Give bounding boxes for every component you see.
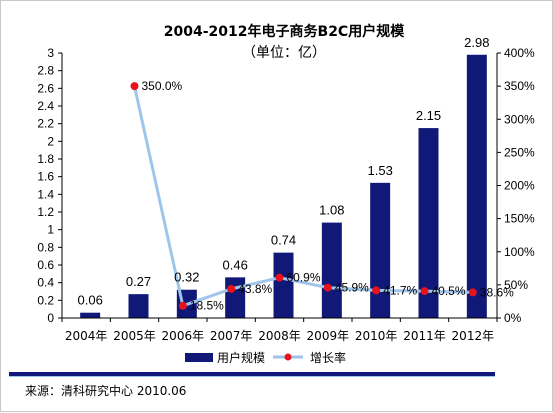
growth-rate-point xyxy=(420,287,429,296)
bar-value-label: 0.27 xyxy=(126,274,151,289)
source-note: 来源：清科研究中心 2010.06 xyxy=(25,383,186,398)
bar xyxy=(80,312,101,318)
y-right-tick-label: 150% xyxy=(504,212,535,226)
y-right-tick-label: 50% xyxy=(504,278,528,292)
growth-rate-label: 43.8% xyxy=(238,282,272,296)
x-tick-label: 2008年 xyxy=(258,329,301,343)
legend-line-label: 增长率 xyxy=(310,350,346,365)
y-left-tick-label: 0.6 xyxy=(37,258,54,272)
x-tick-label: 2004年 xyxy=(65,329,108,343)
y-left-tick-label: 1.6 xyxy=(37,170,54,184)
growth-rate-line xyxy=(133,85,473,308)
y-right-tick-label: 400% xyxy=(504,46,535,60)
x-tick-label: 2011年 xyxy=(403,329,446,343)
legend: 用户规模 增长率 xyxy=(185,350,346,365)
y-right-tick-label: 0% xyxy=(504,311,522,325)
y-left-tick-label: 0.2 xyxy=(37,293,54,307)
growth-rate-label: 60.9% xyxy=(287,271,321,285)
bar-value-label: 0.74 xyxy=(271,233,296,248)
x-tick-label: 2009年 xyxy=(307,329,350,343)
growth-rate-label: 40.5% xyxy=(432,284,466,298)
footer-divider-light xyxy=(9,376,495,377)
y-right-tick-label: 300% xyxy=(504,112,535,126)
growth-rate-point xyxy=(372,286,381,295)
growth-rate-label: 18.5% xyxy=(190,299,224,313)
bar-value-label: 0.06 xyxy=(78,293,103,308)
bar-value-label: 2.98 xyxy=(464,35,489,50)
bar xyxy=(273,252,294,318)
bar-value-label: 2.15 xyxy=(416,108,441,123)
y-left-tick-label: 2.2 xyxy=(37,117,54,131)
y-left-tick-label: 0 xyxy=(47,311,54,325)
y-left-tick-label: 2.6 xyxy=(37,81,54,95)
chart-title: 2004-2012年电子商务B2C用户规模 xyxy=(164,23,405,40)
footer-divider xyxy=(9,372,495,376)
x-tick-label: 2010年 xyxy=(355,329,398,343)
bar xyxy=(466,54,487,319)
bar-value-label: 1.08 xyxy=(319,203,344,218)
y-left-tick-label: 2 xyxy=(47,134,54,148)
y-left-tick-label: 1.8 xyxy=(37,152,54,166)
bar xyxy=(128,294,149,318)
y-left-tick-label: 2.8 xyxy=(37,64,54,78)
growth-rate-point xyxy=(468,288,477,297)
y-right-tick-label: 350% xyxy=(504,79,535,93)
y-right-tick-label: 200% xyxy=(504,179,535,193)
growth-rate-point xyxy=(130,82,139,91)
bar-value-label: 0.32 xyxy=(174,270,199,285)
x-tick-label: 2012年 xyxy=(452,329,495,343)
bar xyxy=(418,128,439,318)
y-left-tick-label: 0.4 xyxy=(37,276,54,290)
y-left-tick-label: 1 xyxy=(47,223,54,237)
legend-bar-label: 用户规模 xyxy=(217,350,265,365)
growth-rate-point xyxy=(275,273,284,282)
y-left-tick-label: 1.2 xyxy=(37,205,54,219)
x-tick-label: 2007年 xyxy=(210,329,253,343)
growth-rate-label: 41.7% xyxy=(383,283,417,297)
x-tick-label: 2005年 xyxy=(113,329,156,343)
bar xyxy=(370,182,391,318)
y-left-tick-label: 3 xyxy=(47,46,54,60)
growth-rate-point xyxy=(178,301,187,310)
legend-line-marker xyxy=(284,353,292,361)
x-tick-label: 2006年 xyxy=(162,329,205,343)
growth-rate-label: 38.6% xyxy=(480,285,514,299)
growth-rate-point xyxy=(227,284,236,293)
growth-rate-label: 350.0% xyxy=(142,79,183,93)
growth-rate-point xyxy=(323,283,332,292)
growth-rate-label: 45.9% xyxy=(335,281,369,295)
y-left-tick-label: 0.8 xyxy=(37,240,54,254)
legend-bar-swatch xyxy=(185,353,213,362)
bar xyxy=(321,222,342,318)
y-right-tick-label: 250% xyxy=(504,145,535,159)
y-left-tick-label: 1.4 xyxy=(37,187,54,201)
y-left-tick-label: 2.4 xyxy=(37,99,54,113)
bar-value-label: 0.46 xyxy=(223,257,248,272)
chart-subtitle: （单位：亿） xyxy=(242,45,326,61)
bar-value-label: 1.53 xyxy=(368,163,393,178)
y-right-tick-label: 100% xyxy=(504,245,535,259)
